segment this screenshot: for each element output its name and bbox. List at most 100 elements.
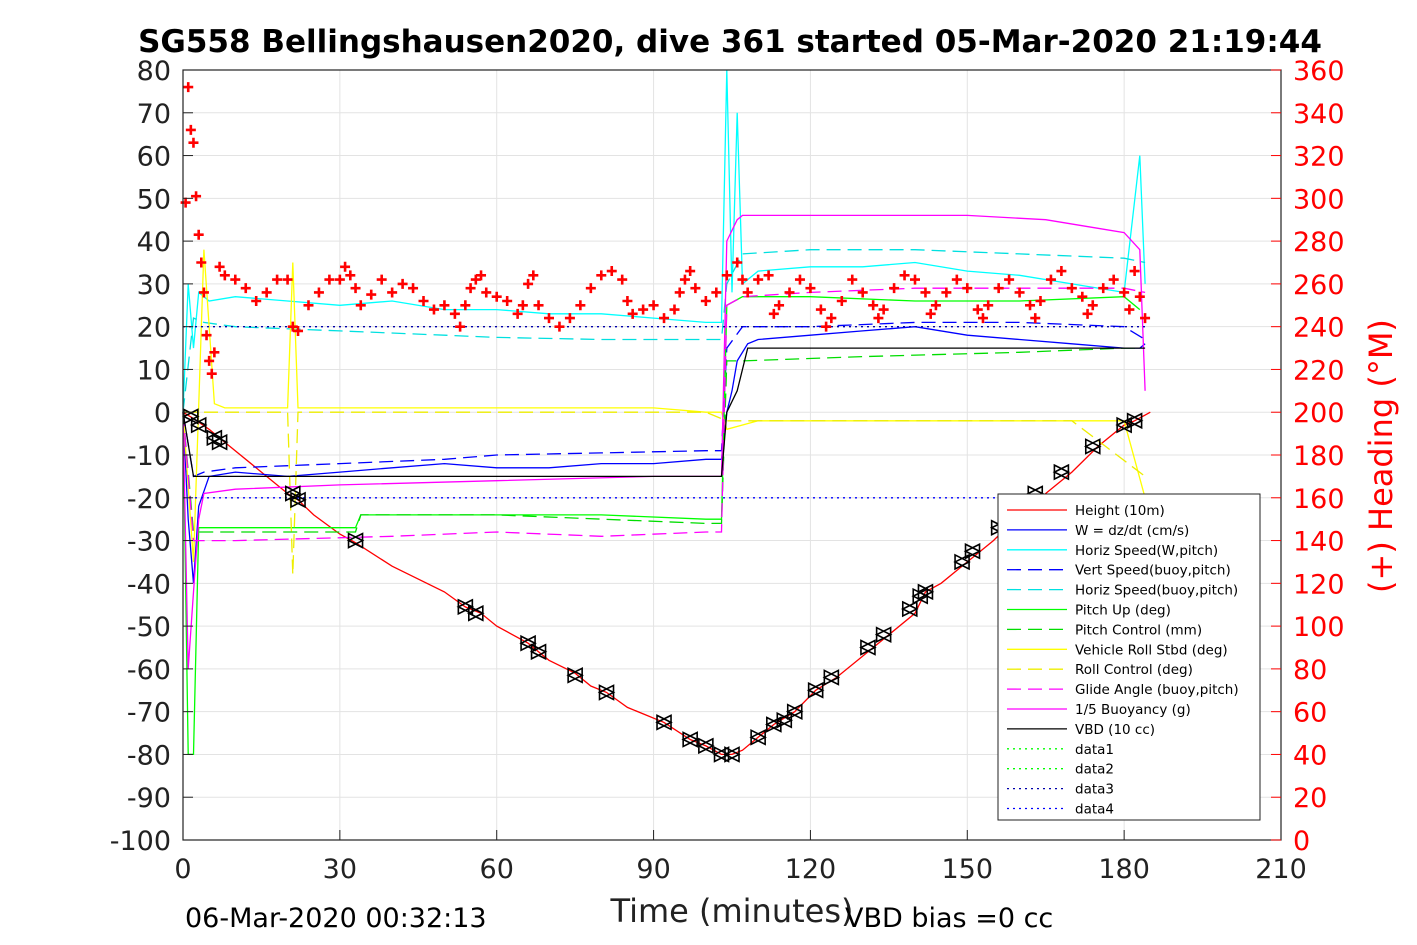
heading-point [679, 274, 690, 285]
y-tick-label: 50 [137, 184, 171, 215]
heading-point [240, 283, 251, 294]
y-tick-label: -40 [127, 569, 171, 600]
heading-point [564, 313, 575, 324]
y2-tick-label: 320 [1293, 142, 1345, 173]
heading-point [606, 266, 617, 277]
heading-point [1066, 283, 1077, 294]
dive-marker-left [900, 600, 918, 618]
legend-label: Pitch Up (deg) [1075, 603, 1171, 619]
heading-point [180, 197, 191, 208]
dive-marker-left [1125, 412, 1143, 430]
heading-point [622, 296, 633, 306]
dive-marker-left [749, 729, 766, 746]
heading-point [1108, 274, 1119, 285]
heading-point [1004, 274, 1015, 285]
heading-point [742, 287, 753, 298]
heading-point [287, 321, 298, 332]
heading-point [1140, 313, 1151, 324]
heading-point [282, 274, 293, 285]
dive-marker-left [916, 583, 934, 601]
heading-point [512, 308, 523, 319]
heading-point [230, 274, 241, 285]
y-tick-label: 80 [137, 56, 171, 87]
heading-point [899, 270, 910, 281]
heading-point [1014, 287, 1025, 298]
dive-marker-left [963, 542, 981, 560]
heading-point [674, 287, 685, 298]
y-tick-label: 0 [154, 398, 171, 429]
heading-point [1119, 287, 1130, 298]
y-axis-right: 3603403203002802602402202001801601401201… [1271, 56, 1345, 857]
y2-tick-label: 160 [1293, 484, 1345, 515]
heading-point [977, 313, 988, 324]
heading-point [868, 300, 879, 311]
heading-point [910, 274, 920, 285]
heading-point [554, 321, 565, 332]
heading-point [185, 124, 196, 135]
heading-point [324, 274, 335, 285]
heading-point [201, 330, 212, 341]
y2-tick-label: 180 [1293, 441, 1345, 472]
heading-point [183, 82, 194, 93]
x-tick-label: 210 [1255, 854, 1307, 885]
legend-label: Horiz Speed(buoy,pitch) [1075, 583, 1238, 599]
y2-tick-label: 260 [1293, 270, 1345, 301]
heading-point [303, 300, 314, 311]
x-axis-label: Time (minutes) [610, 892, 854, 930]
y-tick-label: -60 [127, 655, 171, 686]
y-tick-label: -10 [127, 441, 171, 472]
dive-marker-left [775, 711, 793, 729]
heading-point [1077, 291, 1088, 302]
heading-point [1045, 274, 1056, 285]
legend-label: Pitch Control (mm) [1075, 622, 1202, 638]
heading-point [972, 304, 983, 315]
heading-point [873, 313, 884, 324]
y-tick-label: 40 [137, 227, 171, 258]
heading-point [1124, 304, 1135, 315]
heading-point [214, 261, 225, 272]
heading-point [826, 313, 837, 324]
series-line [182, 347, 1140, 533]
heading-point [313, 287, 324, 298]
heading-point [993, 283, 1004, 294]
legend: Height (10m) W = dz/dt (cm/s) Horiz Speed(… [997, 493, 1261, 821]
legend-label: Vehicle Roll Stbd (deg) [1075, 642, 1228, 658]
heading-layer [180, 82, 1151, 379]
heading-point [355, 300, 366, 311]
heading-point [920, 287, 931, 298]
dive-marker-left [712, 746, 730, 763]
dive-marker-left [566, 667, 583, 684]
heading-point [193, 229, 204, 240]
y-tick-label: -80 [127, 740, 171, 771]
y2-tick-label: 20 [1293, 783, 1327, 814]
heading-point [763, 270, 774, 281]
heading-point [387, 287, 398, 298]
y-tick-label: -50 [127, 612, 171, 643]
heading-point [784, 287, 795, 298]
y2-tick-label: 140 [1293, 527, 1345, 558]
heading-point [418, 296, 429, 306]
y-tick-label: -70 [127, 698, 171, 729]
x-tick-label: 150 [942, 854, 994, 885]
heading-point [1030, 313, 1041, 324]
heading-point [617, 274, 628, 285]
heading-point [350, 283, 361, 294]
y-tick-label: -100 [110, 826, 171, 857]
heading-point [1035, 296, 1046, 306]
y2-tick-label: 200 [1293, 398, 1345, 429]
heading-point [293, 325, 304, 336]
y2-tick-label: 340 [1293, 99, 1345, 130]
y2-tick-label: 220 [1293, 355, 1345, 386]
legend-box [997, 493, 1261, 821]
heading-point [523, 278, 534, 289]
y-tick-label: 30 [137, 270, 171, 301]
heading-point [460, 300, 471, 311]
x-tick-label: 0 [174, 854, 191, 885]
dive-marker-left [284, 485, 301, 502]
footer-vbd-bias: VBD bias =0 cc [845, 903, 1053, 934]
heading-point [815, 304, 826, 315]
heading-point [261, 287, 272, 298]
series-line [182, 347, 1146, 478]
y-tick-label: 20 [137, 313, 171, 344]
dive-marker-left [189, 416, 207, 434]
